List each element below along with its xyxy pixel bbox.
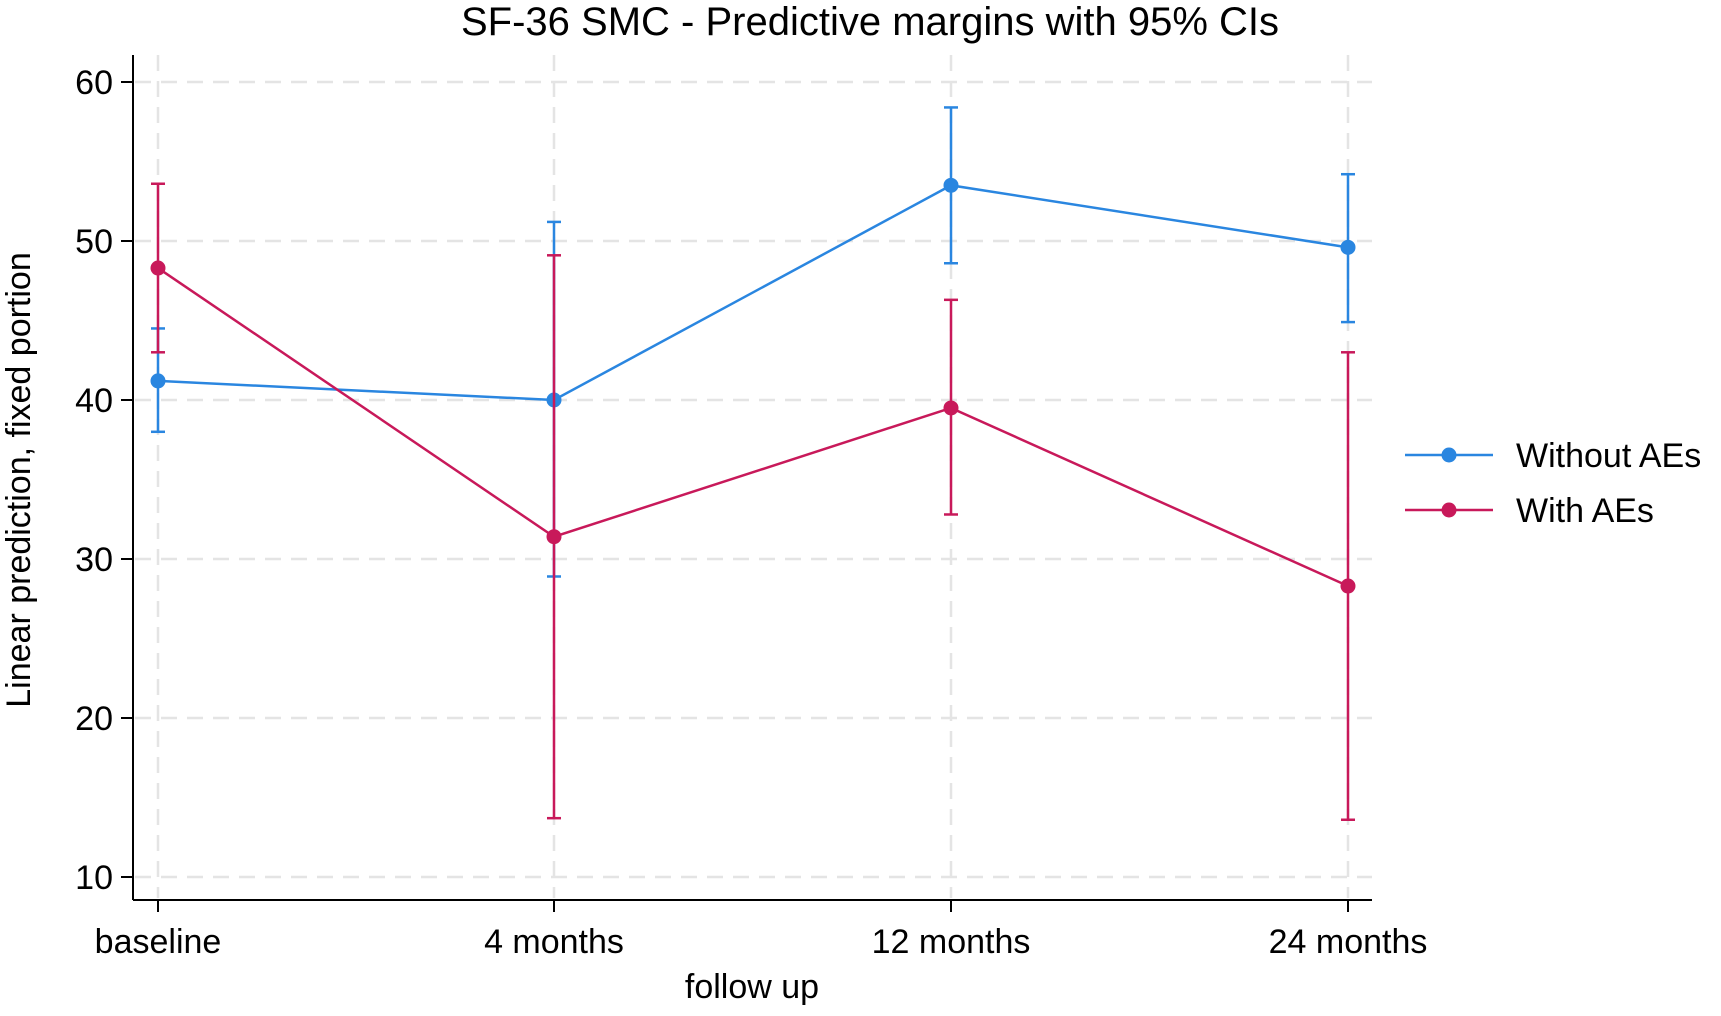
x-axis-ticks: baseline 4 months 12 months 24 months	[95, 900, 1428, 961]
legend-item: With AEs	[1405, 492, 1654, 530]
x-tick-label: 24 months	[1269, 923, 1428, 961]
legend-label: Without AEs	[1516, 437, 1701, 475]
series	[150, 106, 1356, 822]
series-line	[157, 184, 1349, 402]
series-without-aes	[150, 106, 1356, 578]
y-tick-label: 30	[75, 541, 113, 579]
data-point	[546, 529, 562, 545]
data-point	[943, 400, 959, 416]
data-point	[150, 373, 166, 389]
data-point	[150, 260, 166, 276]
legend-label: With AEs	[1516, 492, 1654, 530]
y-axis-label: Linear prediction, fixed portion	[0, 252, 38, 708]
legend: Without AEs With AEs	[1405, 437, 1701, 530]
y-axis-ticks: 10 20 30 40 50 60	[75, 64, 133, 897]
x-tick-label: baseline	[95, 923, 222, 961]
series-line	[157, 266, 1349, 588]
data-point	[943, 177, 959, 193]
data-point	[1340, 239, 1356, 255]
legend-marker	[1441, 447, 1457, 463]
legend-item: Without AEs	[1405, 437, 1701, 475]
y-tick-label: 60	[75, 64, 113, 102]
chart-title: SF-36 SMC - Predictive margins with 95% …	[461, 0, 1279, 44]
y-tick-label: 50	[75, 223, 113, 261]
y-tick-label: 40	[75, 382, 113, 420]
x-axis-label: follow up	[685, 968, 819, 1006]
y-tick-label: 10	[75, 859, 113, 897]
data-point	[1340, 578, 1356, 594]
legend-marker	[1441, 502, 1457, 518]
x-tick-label: 12 months	[872, 923, 1031, 961]
series-with-aes	[150, 182, 1356, 822]
x-tick-label: 4 months	[484, 923, 624, 961]
y-tick-label: 20	[75, 700, 113, 738]
grid	[135, 55, 1372, 898]
